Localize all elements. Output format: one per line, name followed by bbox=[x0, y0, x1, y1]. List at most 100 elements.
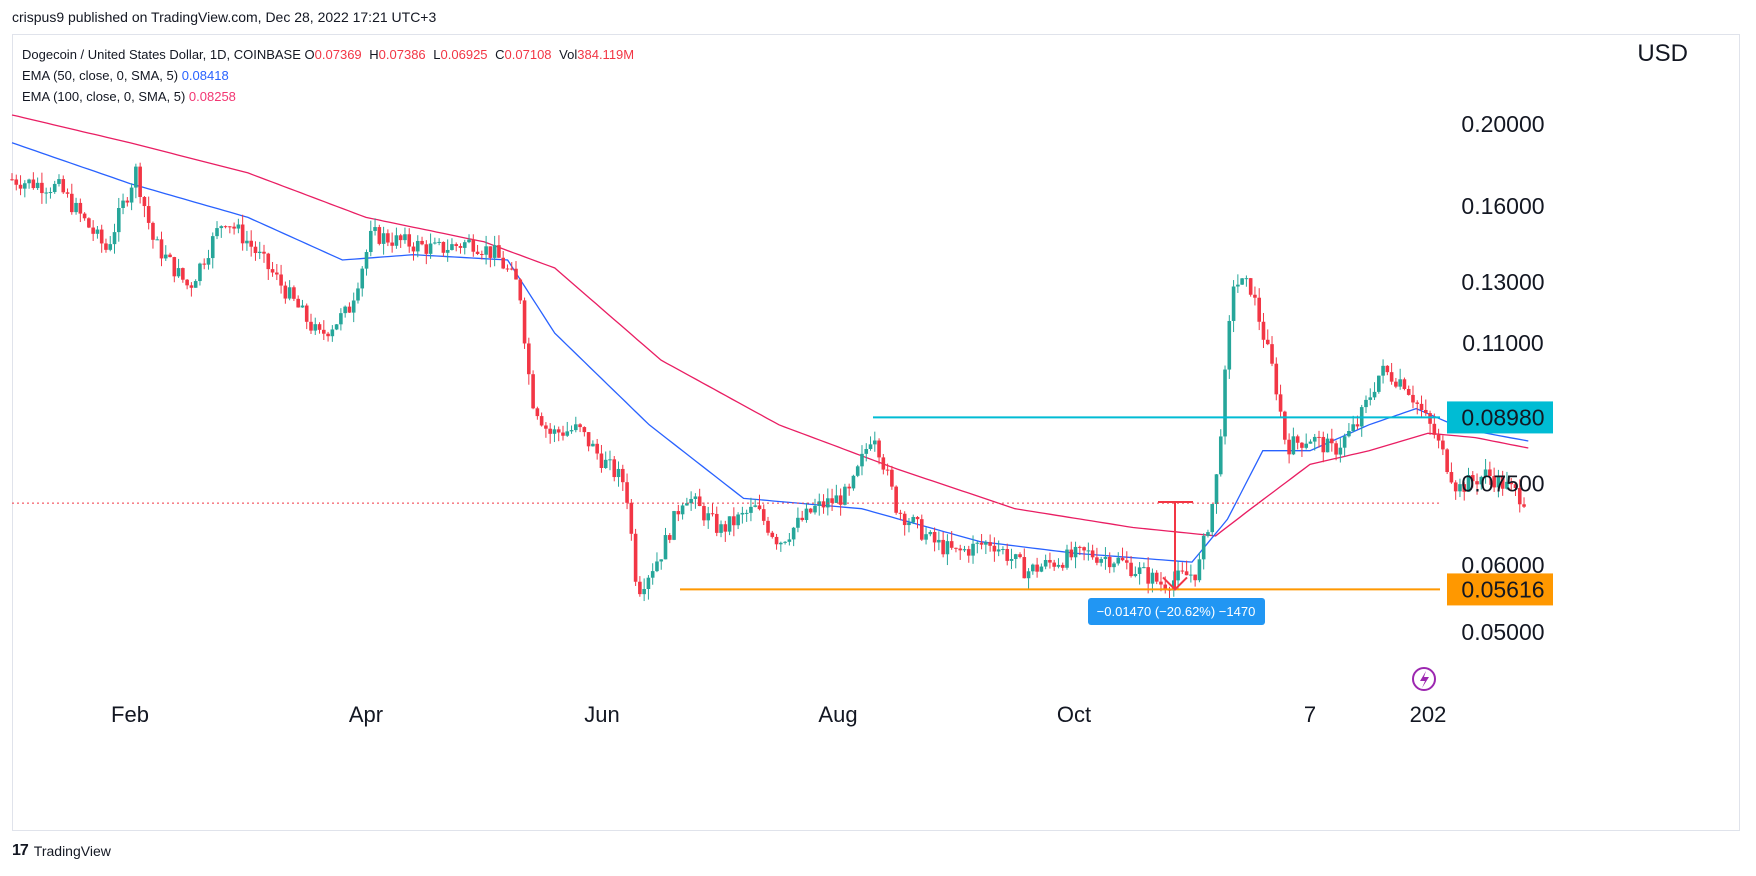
candle-body bbox=[881, 457, 886, 470]
candle-body bbox=[462, 242, 467, 248]
candle-body bbox=[364, 252, 369, 269]
support-badge-label: 0.05616 bbox=[1461, 576, 1544, 602]
candle-body bbox=[134, 166, 138, 188]
candle-body bbox=[87, 218, 91, 228]
price-tick-label: 0.07500 bbox=[1461, 470, 1544, 496]
candle-body bbox=[505, 268, 510, 270]
candle-body bbox=[638, 581, 642, 595]
candle-body bbox=[61, 179, 66, 193]
legend-ema50-line[interactable]: EMA (50, close, 0, SMA, 5) 0.08418 bbox=[22, 65, 638, 86]
candle-body bbox=[458, 245, 463, 248]
candle-body bbox=[1415, 402, 1420, 404]
candle-body bbox=[326, 333, 330, 337]
candle-body bbox=[394, 235, 399, 246]
candle-body bbox=[1261, 321, 1266, 340]
ema50-line bbox=[11, 142, 1529, 563]
candle-body bbox=[779, 542, 783, 545]
candle-body bbox=[1197, 559, 1202, 581]
candle-body bbox=[591, 443, 595, 447]
candle-body bbox=[574, 424, 578, 431]
candle-body bbox=[642, 589, 646, 595]
candle-body bbox=[1449, 472, 1454, 483]
candle-body bbox=[480, 253, 484, 255]
candle-body bbox=[796, 517, 800, 528]
candle-body bbox=[334, 324, 339, 330]
candle-body bbox=[821, 501, 826, 508]
candle-body bbox=[403, 234, 407, 241]
candle-body bbox=[1338, 447, 1343, 455]
candle-body bbox=[240, 224, 245, 244]
chart-frame[interactable] bbox=[12, 34, 1740, 831]
candle-body bbox=[732, 516, 736, 526]
candle-body bbox=[1086, 550, 1091, 552]
candle-body bbox=[834, 495, 839, 503]
candle-body bbox=[911, 516, 916, 523]
candle-body bbox=[1069, 549, 1074, 558]
candle-body bbox=[766, 520, 770, 533]
candle-body bbox=[484, 246, 488, 255]
candle-body bbox=[193, 281, 198, 288]
symbol-name[interactable]: Dogecoin / United States Dollar, 1D, COI… bbox=[22, 47, 301, 62]
candle-body bbox=[1031, 564, 1035, 572]
candle-body bbox=[1005, 549, 1010, 561]
candle-body bbox=[949, 541, 954, 548]
candle-body bbox=[616, 468, 621, 478]
candle-body bbox=[612, 459, 617, 478]
footer-brand[interactable]: 17 TradingView bbox=[12, 842, 111, 860]
candle-body bbox=[1240, 278, 1244, 285]
ema100-value: 0.08258 bbox=[188, 89, 236, 104]
candle-body bbox=[411, 246, 416, 252]
price-tick-label: 0.11000 bbox=[1462, 330, 1543, 356]
candle-body bbox=[561, 432, 565, 436]
ema50-label: EMA (50, close, 0, SMA, 5) bbox=[22, 68, 179, 83]
candle-body bbox=[1244, 278, 1249, 280]
candle-body bbox=[1022, 557, 1027, 579]
candle-body bbox=[1325, 438, 1330, 453]
candle-body bbox=[514, 268, 518, 280]
candle-body bbox=[14, 179, 19, 185]
candle-body bbox=[1342, 436, 1347, 448]
candle-body bbox=[1368, 397, 1373, 400]
measure-label-box bbox=[1088, 598, 1265, 625]
candle-body bbox=[172, 257, 177, 277]
candle-body bbox=[1154, 572, 1159, 582]
candle-body bbox=[1112, 563, 1116, 568]
candle-body bbox=[1129, 562, 1133, 577]
candle-body bbox=[1488, 469, 1492, 477]
candle-body bbox=[292, 287, 296, 299]
candle-body bbox=[1432, 423, 1437, 435]
candle-body bbox=[1060, 564, 1065, 568]
candle-body bbox=[1312, 436, 1317, 442]
candle-body bbox=[1321, 436, 1326, 453]
candle-body bbox=[971, 543, 975, 556]
candle-body bbox=[855, 466, 860, 476]
candle-body bbox=[872, 440, 877, 445]
candle-body bbox=[1052, 562, 1056, 567]
candle-body bbox=[924, 534, 928, 540]
candle-body bbox=[1278, 394, 1283, 412]
candle-body bbox=[714, 513, 719, 533]
legend-ema100-line[interactable]: EMA (100, close, 0, SMA, 5) 0.08258 bbox=[22, 86, 638, 107]
candle-body bbox=[1466, 475, 1471, 492]
candle-body bbox=[1223, 369, 1227, 437]
candle-body bbox=[1522, 504, 1526, 507]
candle-body bbox=[420, 240, 424, 245]
candle-body bbox=[52, 183, 57, 193]
ema100-label: EMA (100, close, 0, SMA, 5) bbox=[22, 89, 186, 104]
candle-body bbox=[685, 503, 689, 506]
candle-body bbox=[108, 244, 113, 250]
candle-body bbox=[104, 243, 108, 250]
candle-body bbox=[40, 182, 44, 194]
candle-body bbox=[706, 513, 711, 521]
candle-body bbox=[155, 239, 160, 241]
candle-body bbox=[454, 244, 459, 246]
candle-body bbox=[954, 547, 958, 549]
currency-label: USD bbox=[1637, 40, 1688, 67]
candle-body bbox=[18, 184, 23, 189]
candle-body bbox=[979, 542, 984, 545]
candle-body bbox=[475, 251, 480, 254]
candle-body bbox=[774, 536, 779, 545]
candle-body bbox=[69, 193, 74, 213]
candle-body bbox=[535, 408, 540, 417]
